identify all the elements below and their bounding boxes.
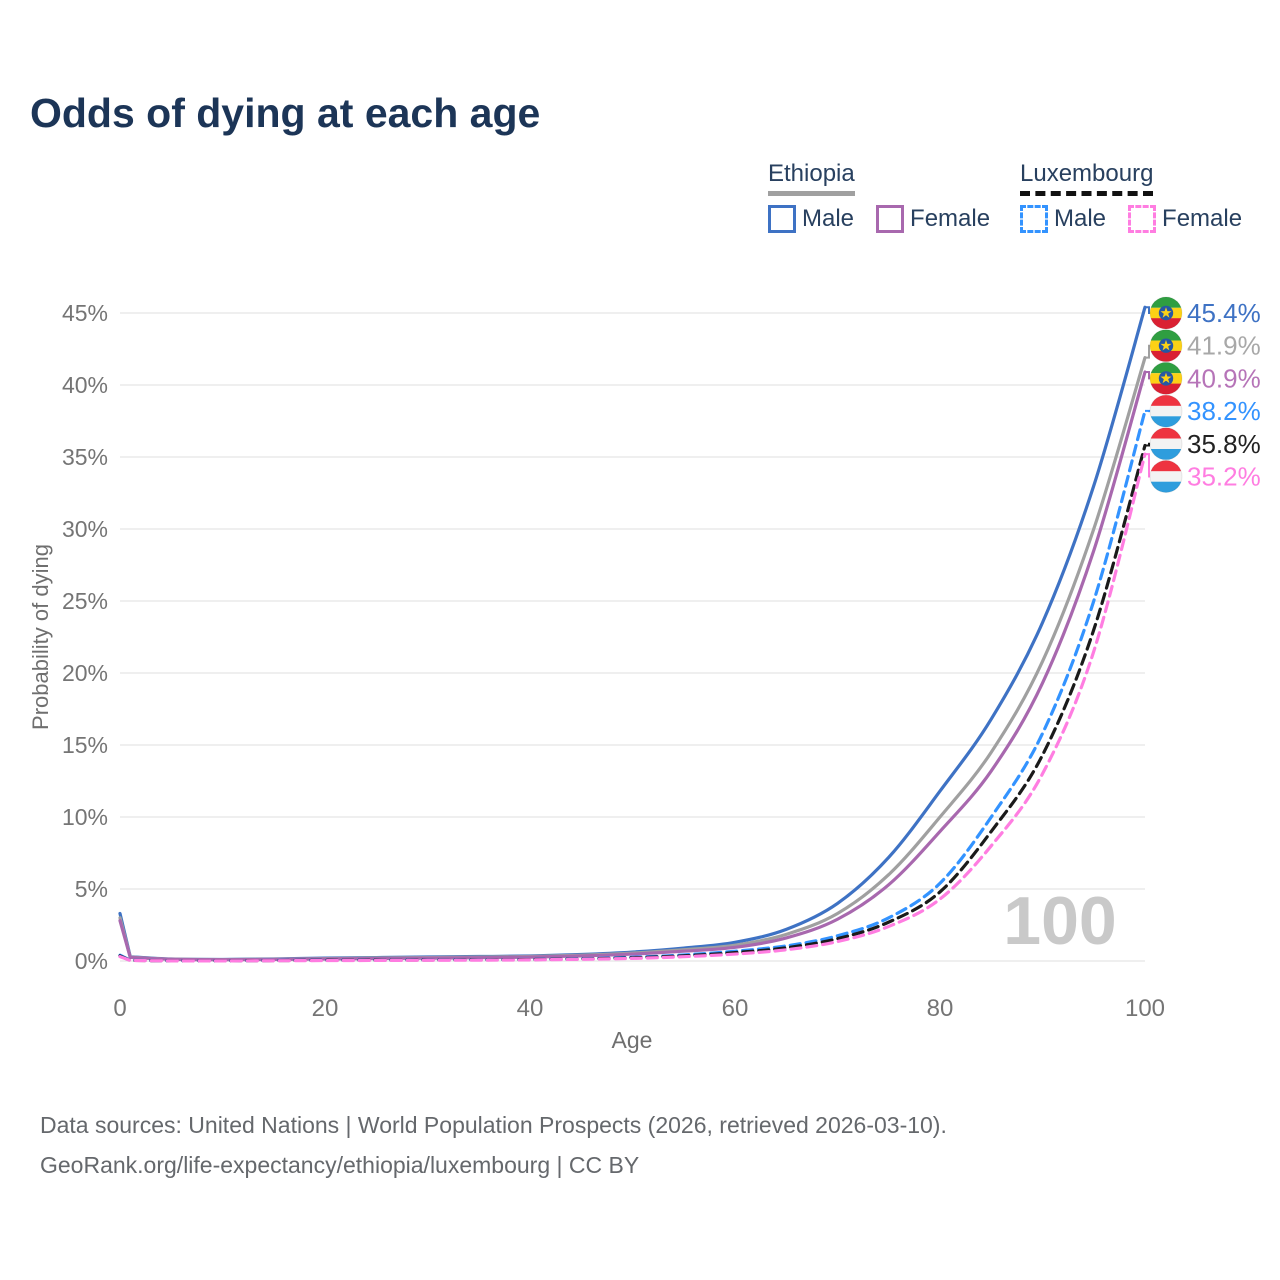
flag-icon-ethiopia [1150,329,1182,362]
y-tick-label: 5% [75,876,108,902]
footer-data-sources: Data sources: United Nations | World Pop… [40,1112,947,1138]
x-tick-label: 0 [113,995,126,1022]
legend-group-luxembourg: Luxembourg Male Female [1020,160,1242,233]
y-tick-label: 20% [62,660,108,686]
end-value-label-luxembourg-both: 35.8% [1187,429,1261,459]
end-value-label-ethiopia-male: 45.4% [1187,298,1261,328]
y-tick-label: 15% [62,732,108,758]
y-tick-label: 25% [62,588,108,614]
legend-country-ethiopia[interactable]: Ethiopia [768,160,855,196]
footer-attribution[interactable]: GeoRank.org/life-expectancy/ethiopia/lux… [40,1151,640,1178]
legend-item-label: Male [1054,205,1107,232]
legend-item-ethiopia-female[interactable]: Female [876,205,990,233]
y-tick-label: 40% [62,372,108,398]
y-tick-label: 45% [62,300,108,326]
ethiopia-star [1160,372,1172,384]
legend-country-luxembourg[interactable]: Luxembourg [1020,160,1154,196]
end-value-label-luxembourg-male: 38.2% [1187,396,1261,426]
legend-item-label: Male [802,205,855,232]
y-tick-label: 0% [75,948,108,974]
series-line-ethiopia-female [118,370,1147,962]
legend-item-luxembourg-female[interactable]: Female [1128,205,1242,233]
legend-item-label: Female [1162,205,1243,232]
x-tick-label: 60 [722,995,749,1022]
chart-area: 0% 5% 10% 15% 20% 25% 30% 35% 40% 45% 0 20 40 60 80 100… [28,296,1261,1053]
x-axis-title: Age [612,1027,653,1053]
series-line-ethiopia-both [118,356,1147,962]
flag-icon-luxembourg [1150,460,1182,493]
legend-group-ethiopia: Ethiopia Male Female [768,160,990,233]
series-line-luxembourg-female [118,452,1147,963]
flag-icon-luxembourg [1150,395,1182,428]
footer: Data sources: United Nations | World Pop… [40,1106,947,1185]
legend-item-ethiopia-male[interactable]: Male [768,205,854,233]
end-value-label-ethiopia-female: 40.9% [1187,363,1261,393]
ethiopia-star [1160,339,1172,351]
watermark-age-100: 100 [1003,883,1116,959]
y-tick-label: 35% [62,444,108,470]
ethiopia-female-swatch-icon [876,205,905,233]
chart-canvas: 0% 5% 10% 15% 20% 25% 30% 35% 40% 45% 0 20 40 60 80 100… [28,296,1261,1053]
y-axis-title: Probability of dying [28,544,53,730]
x-tick-label: 80 [927,995,954,1022]
page-title: Odds of dying at each age [30,90,541,136]
flag-icon-luxembourg [1150,427,1182,460]
luxembourg-male-swatch-icon [1020,205,1048,233]
ethiopia-star [1160,307,1172,318]
flag-icon-ethiopia [1150,297,1182,329]
legend-item-luxembourg-male[interactable]: Male [1020,205,1106,233]
series-line-luxembourg-male [118,409,1147,963]
luxembourg-female-swatch-icon [1128,205,1157,233]
y-tick-label: 30% [62,516,108,542]
x-tick-label: 40 [517,995,544,1022]
legend-item-label: Female [910,205,991,232]
series-line-luxembourg-both [118,443,1147,963]
series-line-ethiopia-male [118,305,1147,962]
end-value-label-luxembourg-female: 35.2% [1187,462,1261,492]
x-tick-label: 100 [1125,995,1165,1022]
end-value-label-ethiopia-both: 41.9% [1187,331,1261,361]
x-tick-label: 20 [312,995,339,1022]
flag-icon-ethiopia [1150,362,1182,395]
ethiopia-male-swatch-icon [768,205,796,233]
y-tick-label: 10% [62,804,108,830]
